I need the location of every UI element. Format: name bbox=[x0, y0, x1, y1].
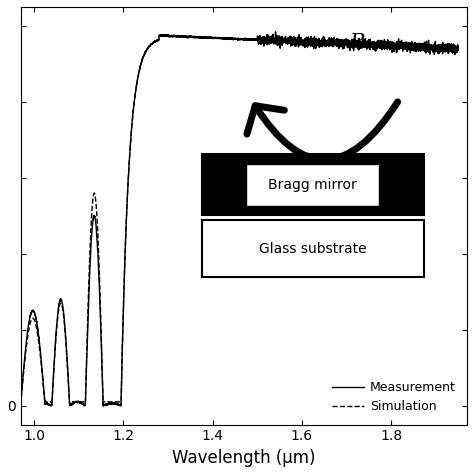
Line: Measurement: Measurement bbox=[20, 32, 458, 406]
Measurement bbox=[185, 35, 191, 41]
Bar bbox=[202, 154, 424, 215]
Bar bbox=[246, 164, 379, 206]
Measurement bbox=[456, 45, 461, 50]
Measurement bbox=[48, 403, 54, 409]
Bar bbox=[382, 195, 422, 202]
Simulation bbox=[34, 327, 40, 333]
Measurement bbox=[273, 29, 278, 35]
Bar bbox=[203, 195, 244, 202]
Simulation bbox=[28, 317, 34, 323]
Bar bbox=[202, 220, 424, 277]
Measurement bbox=[302, 40, 308, 46]
Measurement bbox=[18, 402, 23, 408]
Text: Glass substrate: Glass substrate bbox=[259, 242, 367, 255]
Simulation bbox=[79, 399, 85, 405]
Text: Bragg mirror: Bragg mirror bbox=[268, 178, 357, 191]
Bar bbox=[203, 184, 244, 191]
Measurement bbox=[345, 39, 350, 45]
Bar bbox=[203, 162, 244, 169]
Simulation bbox=[156, 37, 162, 43]
Measurement bbox=[378, 43, 383, 49]
Measurement bbox=[97, 306, 103, 312]
Bar bbox=[382, 162, 422, 169]
Measurement bbox=[280, 36, 286, 42]
Legend: Measurement, Simulation: Measurement, Simulation bbox=[328, 376, 461, 419]
Simulation bbox=[97, 270, 102, 275]
FancyArrowPatch shape bbox=[247, 102, 398, 160]
Line: Simulation: Simulation bbox=[20, 40, 159, 406]
Text: R: R bbox=[349, 33, 365, 52]
X-axis label: Wavelength (μm): Wavelength (μm) bbox=[172, 449, 316, 467]
Simulation bbox=[76, 399, 82, 405]
Simulation bbox=[82, 399, 88, 405]
Bar bbox=[382, 173, 422, 180]
Bar bbox=[203, 173, 244, 180]
Bar bbox=[382, 184, 422, 191]
Simulation bbox=[18, 403, 23, 409]
